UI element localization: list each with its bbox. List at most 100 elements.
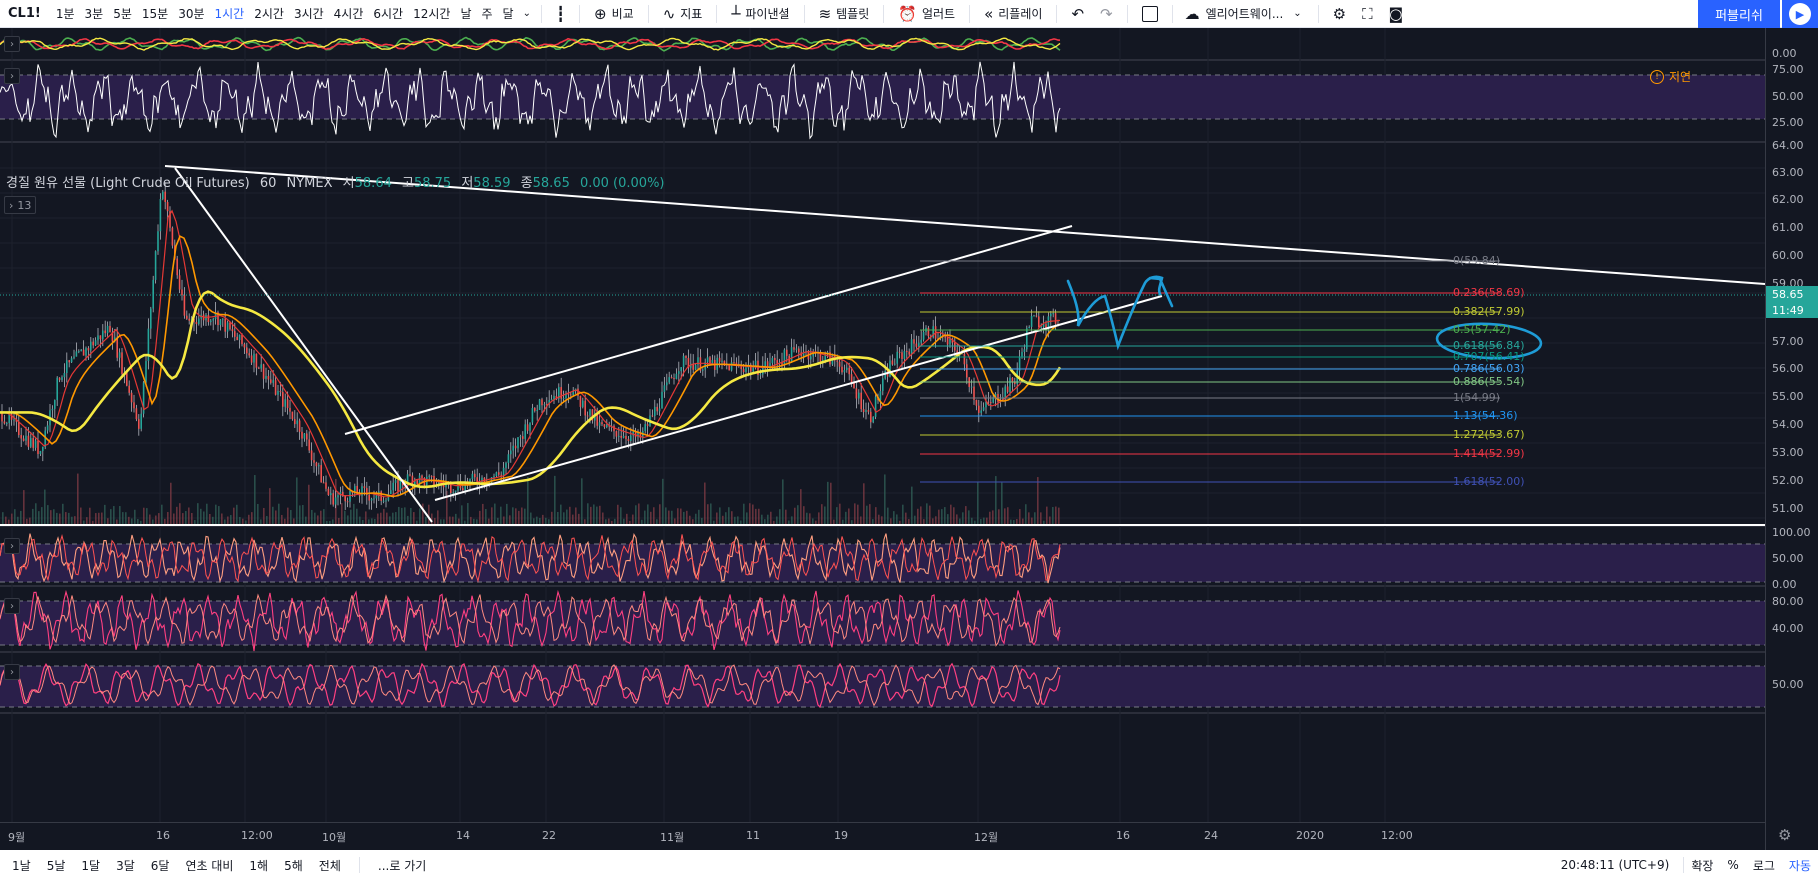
candle-body	[651, 415, 654, 417]
volume-bar	[557, 511, 559, 525]
fullscreen-button[interactable]: ⛶	[1354, 5, 1381, 23]
timeframe-12[interactable]: 주	[481, 7, 493, 21]
volume-bar	[797, 505, 799, 525]
range-2[interactable]: 1달	[81, 858, 101, 873]
volume-bar	[929, 505, 931, 525]
extend-toggle[interactable]: 확장	[1691, 858, 1714, 873]
range-6[interactable]: 1해	[249, 858, 269, 873]
play-button[interactable]: ▶	[1782, 0, 1818, 28]
volume-bar	[134, 509, 136, 525]
range-0[interactable]: 1날	[12, 858, 31, 873]
delay-notice[interactable]: ! 지연	[1650, 68, 1691, 85]
candle-body	[421, 475, 423, 478]
symbol-search[interactable]: CL1!	[8, 6, 41, 21]
timeframe-13[interactable]: 달	[502, 7, 514, 21]
rsi-line	[0, 61, 1061, 140]
timeframe-dropdown-icon[interactable]: ⌄	[522, 8, 531, 19]
candle-body	[1042, 324, 1045, 327]
timeframe-0[interactable]: 1분	[55, 7, 75, 21]
candle-body	[214, 312, 217, 320]
volume-bar	[149, 514, 151, 525]
timeframe-9[interactable]: 6시간	[373, 7, 404, 21]
clock[interactable]: 20:48:11 (UTC+9)	[1560, 858, 1670, 872]
templates-button[interactable]: ≋ 템플릿	[811, 5, 878, 23]
candle-body	[632, 431, 634, 436]
candle-body	[39, 450, 42, 455]
volume-bar	[569, 506, 571, 525]
layout-selector[interactable]: ☁ 엘리어트웨이... ⌄	[1179, 5, 1312, 23]
range-3[interactable]: 3달	[116, 858, 135, 873]
volume-bar	[635, 505, 637, 525]
price-scale[interactable]: 0.00 75.00 50.00 25.00 64.00 63.00 62.00 61.00 6…	[1765, 28, 1818, 850]
fullscreen-toggle[interactable]	[1134, 5, 1166, 22]
replay-button[interactable]: « 리플레이	[976, 5, 1050, 23]
pane-collapse-button[interactable]: ›	[4, 598, 20, 614]
candle-body	[25, 435, 27, 441]
volume-bar	[260, 519, 262, 525]
chart-canvas[interactable]	[0, 28, 1765, 822]
range-1[interactable]: 5날	[46, 858, 66, 873]
change-value: 0.00 (0.00%)	[579, 176, 665, 191]
candle-body	[908, 351, 910, 355]
timeframe-7[interactable]: 3시간	[293, 7, 324, 21]
undo-button[interactable]: ↶	[1063, 5, 1092, 23]
divider	[716, 4, 718, 23]
symbol-name[interactable]: 경질 원유 선물 (Light Crude Oil Futures)	[6, 176, 250, 191]
timeframe-3[interactable]: 15분	[141, 7, 169, 21]
volume-bar	[425, 516, 427, 525]
volume-bar	[302, 505, 304, 525]
chart-area[interactable]: › › › › › 경질 원유 선물 (Light Crude Oil Futu…	[0, 28, 1818, 850]
chart-type-button[interactable]: ┇	[548, 5, 573, 23]
candle-body	[70, 358, 73, 363]
snapshot-button[interactable]: ◙	[1381, 5, 1412, 23]
volume-bar	[5, 516, 7, 525]
redo-button[interactable]: ↷	[1092, 5, 1121, 23]
compare-button[interactable]: ⊕ 비교	[586, 5, 642, 23]
timeframe-11[interactable]: 날	[460, 7, 472, 21]
volume-bar	[113, 506, 115, 525]
timeframe-4[interactable]: 30분	[178, 7, 205, 21]
volume-bar	[593, 504, 595, 525]
scale-settings-icon[interactable]: ⚙	[1778, 826, 1792, 844]
alert-button[interactable]: ⏰ 얼러트	[890, 5, 963, 23]
timeframe-8[interactable]: 4시간	[333, 7, 364, 21]
candle-body	[241, 334, 243, 345]
log-toggle[interactable]: 로그	[1752, 858, 1775, 873]
range-7[interactable]: 5해	[284, 858, 303, 873]
financials-button[interactable]: ┴ 파이낸셜	[723, 5, 797, 23]
range-4[interactable]: 6달	[150, 858, 170, 873]
volume-bar	[194, 520, 196, 525]
volume-bar	[596, 506, 598, 525]
volume-bar	[752, 504, 754, 525]
timeframe-6[interactable]: 2시간	[254, 7, 284, 21]
range-8[interactable]: 전체	[318, 858, 341, 873]
candle-body	[781, 362, 783, 365]
volume-bar	[953, 507, 955, 525]
percent-toggle[interactable]: %	[1727, 858, 1739, 872]
range-5[interactable]: 연초 대비	[185, 858, 234, 873]
pane-collapse-button[interactable]: ›	[4, 68, 20, 84]
symbol-legend: 경질 원유 선물 (Light Crude Oil Futures) 60 NY…	[6, 172, 665, 191]
goto-date-button[interactable]: ...로 가기	[377, 858, 427, 873]
volume-bar	[509, 515, 511, 525]
publish-button[interactable]: 퍼블리쉬	[1698, 0, 1780, 28]
auto-toggle[interactable]: 자동	[1788, 858, 1811, 873]
candle-body	[306, 433, 308, 440]
pane-collapse-button[interactable]: ›	[4, 664, 20, 680]
candle-body	[668, 377, 670, 383]
candle-body	[27, 435, 30, 447]
timeframe-2[interactable]: 5분	[113, 7, 132, 21]
timeframe-1[interactable]: 3분	[84, 7, 104, 21]
time-scale[interactable]: 9월 16 12:00 10월 14 22 11월 11 19 12월 16 24 2020 12:00	[0, 822, 1765, 850]
candle-body	[231, 329, 234, 332]
time-label: 16	[156, 829, 170, 842]
settings-button[interactable]: ⚙	[1325, 5, 1354, 23]
pane-collapse-button[interactable]: ›	[4, 538, 20, 554]
indicators-button[interactable]: ∿ 지표	[655, 5, 711, 23]
indicators-collapse-button[interactable]: › 13	[4, 196, 37, 214]
timeframe-10[interactable]: 12시간	[413, 7, 451, 21]
pane-collapse-button[interactable]: ›	[4, 36, 20, 52]
timeframe-5[interactable]: 1시간	[214, 7, 245, 21]
volume-bar	[470, 516, 472, 525]
candle-body	[279, 390, 282, 393]
